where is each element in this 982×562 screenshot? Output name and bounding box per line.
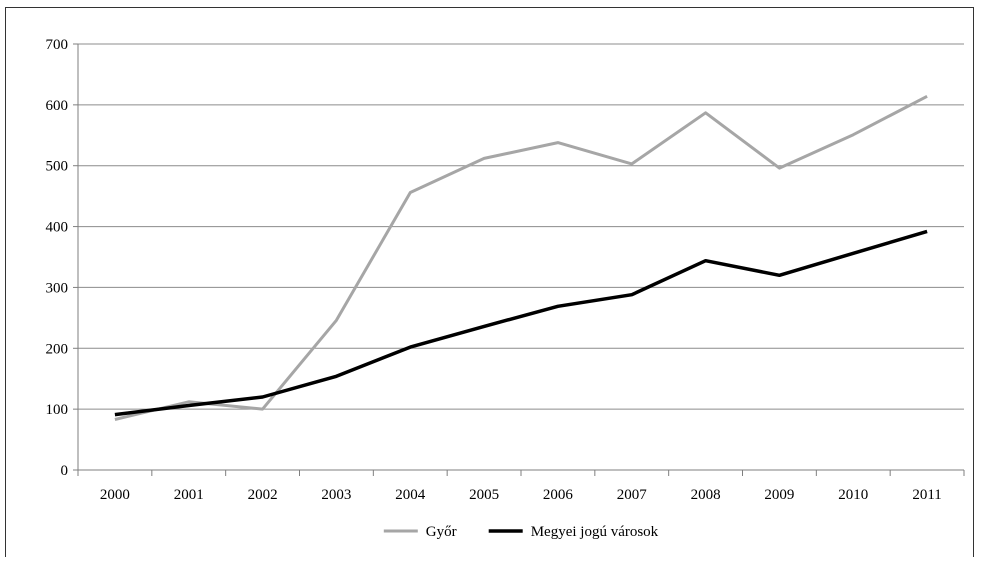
x-tick-label: 2005 — [469, 487, 499, 503]
y-tick-label: 0 — [61, 463, 69, 479]
x-tick-label: 2008 — [691, 487, 721, 503]
y-tick-label: 100 — [46, 402, 69, 418]
x-tick-label: 2002 — [248, 487, 278, 503]
y-axis-tick-labels: 0 100 200 300 400 500 600 700 — [46, 37, 69, 479]
grid-lines — [78, 43, 964, 410]
x-tick-label: 2003 — [321, 487, 351, 503]
x-tick-label: 2006 — [543, 487, 574, 503]
y-tick-label: 500 — [46, 159, 69, 175]
legend-label: Győr — [426, 524, 457, 540]
x-tick-label: 2011 — [912, 487, 941, 503]
x-tick-label: 2009 — [764, 487, 794, 503]
y-tick-label: 200 — [46, 341, 69, 357]
legend-label: Megyei jogú városok — [531, 524, 659, 540]
x-tick-label: 2001 — [174, 487, 204, 503]
legend-item: Megyei jogú városok — [488, 524, 659, 540]
x-tick-label: 2010 — [838, 487, 868, 503]
series-line-0 — [114, 94, 928, 421]
y-tick-label: 700 — [46, 37, 69, 53]
x-axis-tick-labels: 2000 2001 2002 2003 2004 2005 2006 2007 2008 2009… — [100, 487, 942, 503]
x-tick-label: 2000 — [100, 487, 130, 503]
series-line-1 — [114, 229, 928, 417]
x-tick-label: 2007 — [617, 487, 648, 503]
x-tick-label: 2004 — [395, 487, 426, 503]
chart-frame — [5, 7, 974, 557]
legend-item: Győr — [383, 524, 457, 540]
y-tick-label: 600 — [46, 98, 69, 114]
series-lines — [114, 94, 928, 421]
y-tick-label: 300 — [46, 280, 69, 296]
y-tick-label: 400 — [46, 220, 69, 236]
legend: Győr Megyei jogú városok — [383, 524, 659, 540]
axes — [73, 43, 965, 476]
